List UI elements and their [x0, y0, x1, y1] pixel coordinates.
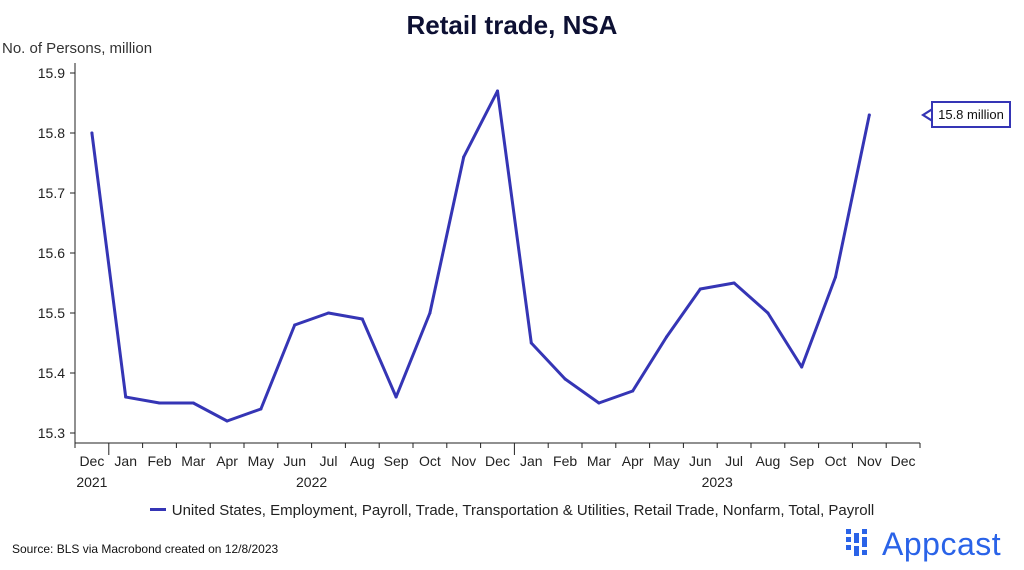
- x-tick-label: Jan: [114, 453, 137, 469]
- x-tick-label: Mar: [587, 453, 611, 469]
- data-point: [90, 131, 94, 135]
- y-tick-label: 15.9: [38, 65, 65, 81]
- x-tick-label: Feb: [553, 453, 577, 469]
- x-tick-label: Oct: [825, 453, 847, 469]
- x-year-label: 2022: [296, 474, 327, 490]
- data-point: [394, 395, 398, 399]
- appcast-logo-text: Appcast: [882, 525, 1002, 562]
- legend-label: United States, Employment, Payroll, Trad…: [171, 502, 875, 519]
- x-tick-label: Jan: [520, 453, 543, 469]
- data-point: [293, 323, 297, 327]
- x-tick-label: Nov: [451, 453, 476, 469]
- data-point: [428, 311, 432, 315]
- data-point: [259, 407, 263, 411]
- data-point: [496, 89, 499, 93]
- x-year-label: 2021: [76, 474, 107, 490]
- data-point: [800, 365, 804, 369]
- data-point: [563, 377, 567, 381]
- x-tick-label: Jun: [689, 453, 712, 469]
- y-tick-label: 15.6: [38, 245, 65, 261]
- y-tick-label: 15.7: [38, 185, 65, 201]
- line-chart: 15.3 15.4 15.5 15.6 15.7 15.8 15.9 Dec Jan Feb Mar…: [38, 63, 921, 490]
- x-tick-label: Feb: [147, 453, 171, 469]
- data-point: [462, 155, 466, 159]
- data-point: [834, 275, 837, 279]
- x-tick-label: Dec: [79, 453, 104, 469]
- legend: United States, Employment, Payroll, Trad…: [0, 502, 1024, 519]
- data-point: [597, 401, 601, 405]
- appcast-logo: Appcast: [846, 524, 1001, 564]
- x-tick-label: May: [653, 453, 679, 469]
- source-note: Source: BLS via Macrobond created on 12/…: [12, 542, 279, 556]
- data-point: [732, 281, 736, 285]
- x-tick-label: Sep: [384, 453, 409, 469]
- data-point: [867, 113, 871, 117]
- series-line: [90, 89, 871, 423]
- y-tick-label: 15.8: [38, 125, 65, 141]
- y-axis-label: No. of Persons, million: [2, 40, 153, 57]
- data-point: [327, 311, 330, 315]
- data-point: [124, 395, 128, 399]
- data-point: [225, 419, 229, 423]
- y-tick-label: 15.4: [38, 365, 65, 381]
- x-tick-label: Sep: [789, 453, 814, 469]
- x-tick-label: Aug: [350, 453, 375, 469]
- y-tick-label: 15.5: [38, 305, 65, 321]
- x-tick-label: Dec: [485, 453, 510, 469]
- x-tick-label: Jul: [320, 453, 338, 469]
- x-tick-label: Apr: [622, 453, 644, 469]
- x-tick-label: Aug: [755, 453, 780, 469]
- x-tick-label: Nov: [857, 453, 882, 469]
- x-tick-label: Jun: [283, 453, 306, 469]
- data-point: [158, 401, 161, 405]
- x-tick-label: Oct: [419, 453, 441, 469]
- x-tick-label: Apr: [216, 453, 238, 469]
- x-tick-label: Jul: [725, 453, 743, 469]
- data-point: [631, 389, 635, 393]
- data-point: [766, 311, 770, 315]
- data-point: [529, 341, 533, 345]
- data-point: [191, 401, 195, 405]
- callout-arrow-inner: [925, 110, 933, 120]
- data-point: [698, 287, 702, 291]
- x-tick-label: Dec: [891, 453, 916, 469]
- tick-labels: 15.3 15.4 15.5 15.6 15.7 15.8 15.9 Dec Jan Feb Mar…: [38, 65, 916, 490]
- appcast-logo-icon: [846, 529, 876, 559]
- x-tick-label: Mar: [181, 453, 205, 469]
- axes: [70, 63, 921, 455]
- y-tick-label: 15.3: [38, 425, 65, 441]
- last-value-callout: 15.8 million: [931, 101, 1011, 128]
- data-point: [665, 335, 668, 339]
- data-point: [360, 317, 364, 321]
- legend-swatch: [149, 507, 166, 511]
- x-year-label: 2023: [702, 474, 733, 490]
- chart-title: Retail trade, NSA: [406, 10, 618, 40]
- series-layer: [90, 89, 871, 423]
- x-tick-label: May: [248, 453, 274, 469]
